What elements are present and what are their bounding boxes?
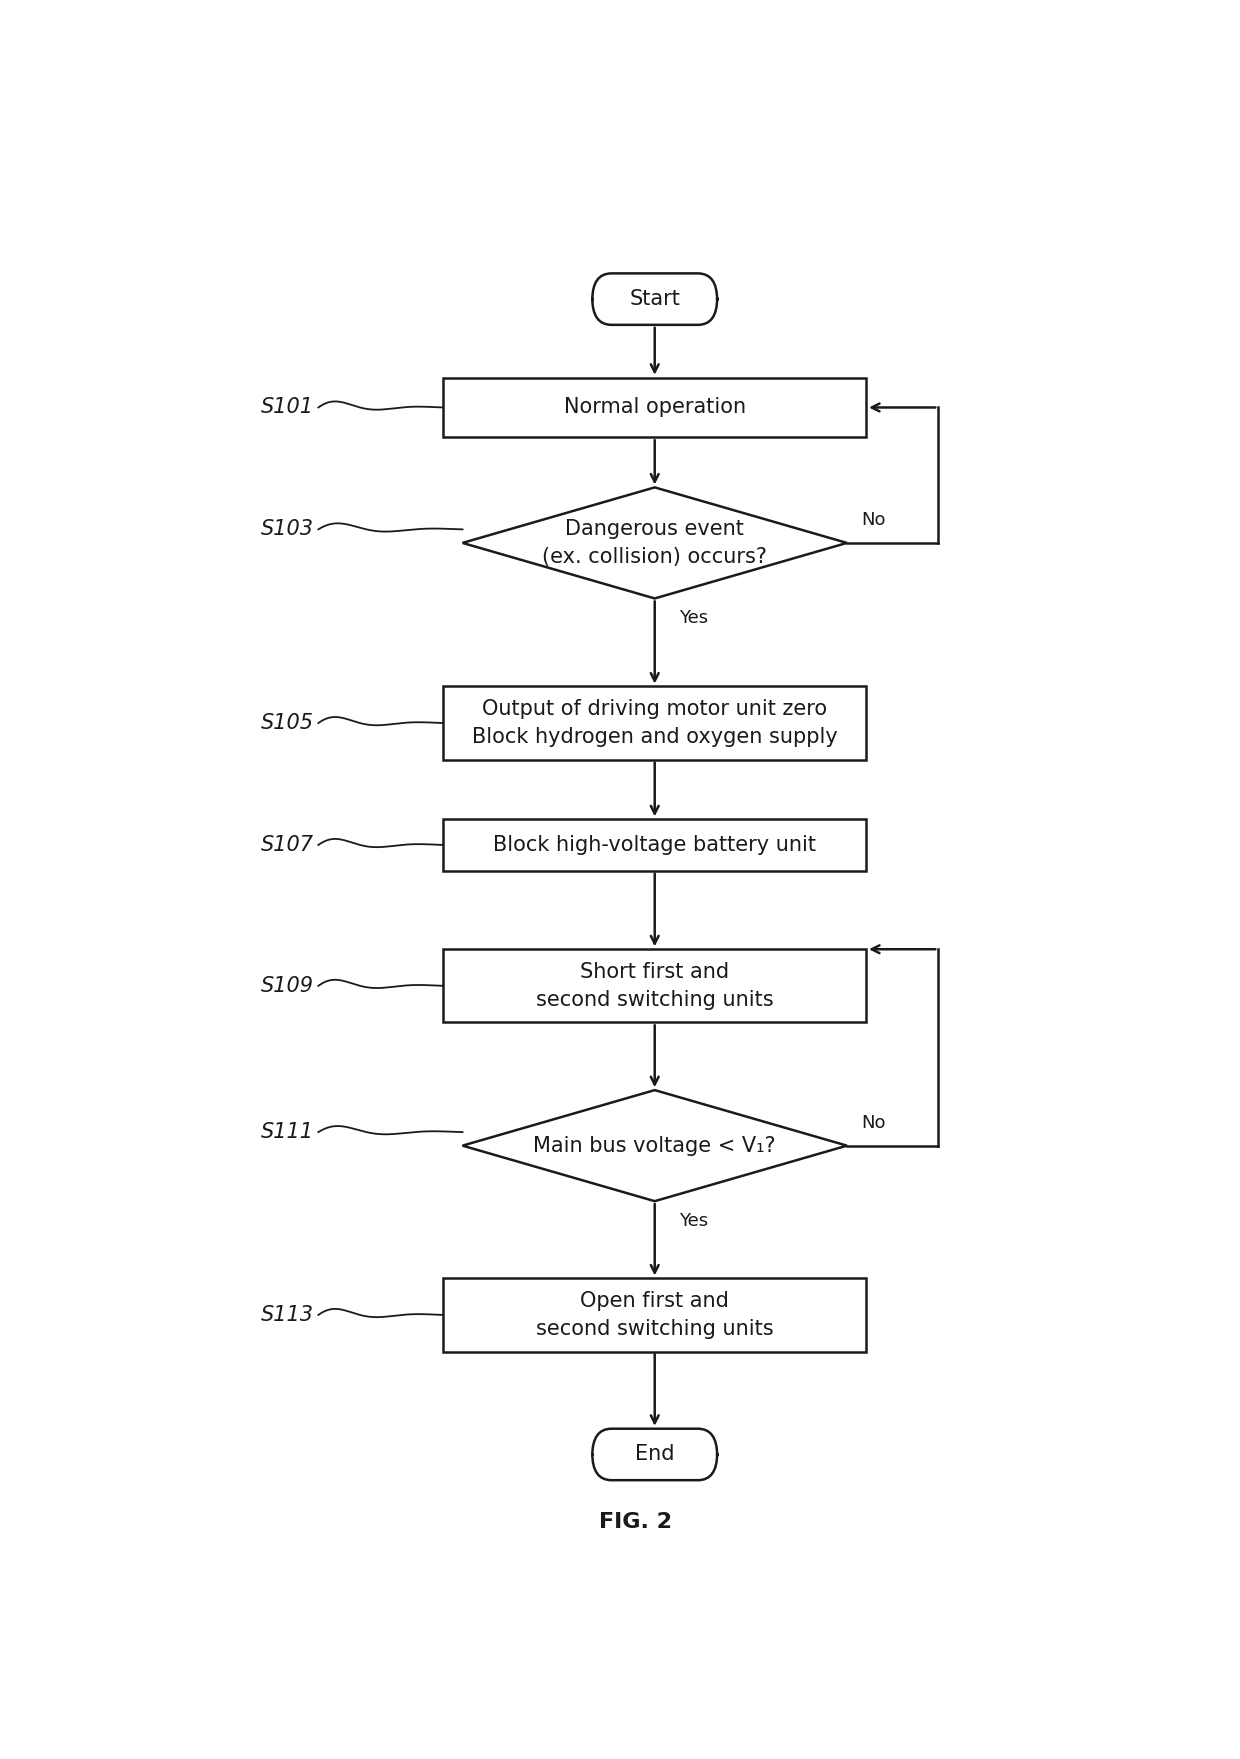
Text: Short first and
second switching units: Short first and second switching units xyxy=(536,962,774,1010)
Text: Yes: Yes xyxy=(678,1212,708,1230)
Text: Main bus voltage < V₁?: Main bus voltage < V₁? xyxy=(533,1136,776,1156)
Text: Start: Start xyxy=(629,288,681,310)
Text: Dangerous event
(ex. collision) occurs?: Dangerous event (ex. collision) occurs? xyxy=(542,519,768,566)
Bar xyxy=(444,1279,867,1351)
Text: S105: S105 xyxy=(260,712,314,734)
Bar xyxy=(444,820,867,871)
Text: No: No xyxy=(862,1113,885,1133)
Text: S111: S111 xyxy=(260,1122,314,1142)
Text: FIG. 2: FIG. 2 xyxy=(599,1511,672,1532)
Bar xyxy=(444,950,867,1022)
Polygon shape xyxy=(463,1091,847,1201)
Text: Normal operation: Normal operation xyxy=(564,398,745,417)
Text: S101: S101 xyxy=(260,398,314,417)
Text: S107: S107 xyxy=(260,836,314,855)
Text: Yes: Yes xyxy=(678,609,708,628)
Bar xyxy=(444,686,867,760)
Text: S103: S103 xyxy=(260,519,314,540)
Text: S109: S109 xyxy=(260,976,314,996)
Polygon shape xyxy=(463,487,847,598)
Text: Block high-voltage battery unit: Block high-voltage battery unit xyxy=(494,836,816,855)
FancyBboxPatch shape xyxy=(593,1428,717,1479)
Text: Output of driving motor unit zero
Block hydrogen and oxygen supply: Output of driving motor unit zero Block … xyxy=(472,698,837,748)
FancyBboxPatch shape xyxy=(593,273,717,325)
Text: S113: S113 xyxy=(260,1305,314,1325)
Bar xyxy=(444,378,867,438)
Text: Open first and
second switching units: Open first and second switching units xyxy=(536,1291,774,1339)
Text: No: No xyxy=(862,512,885,529)
Text: End: End xyxy=(635,1444,675,1465)
